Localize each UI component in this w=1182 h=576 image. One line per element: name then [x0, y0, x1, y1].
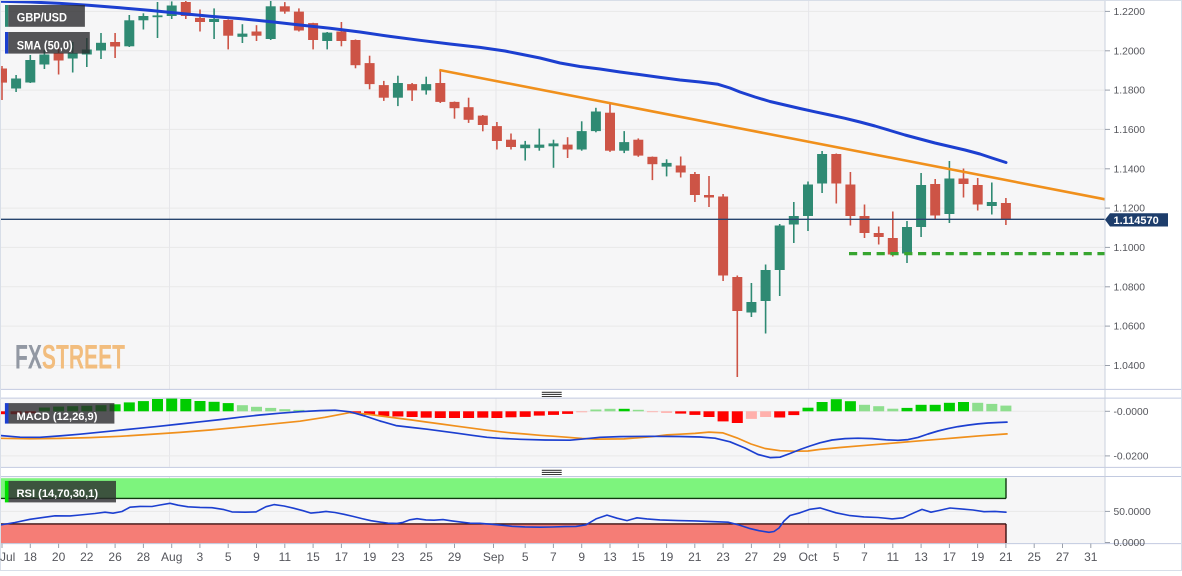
svg-text:27: 27	[1056, 550, 1070, 564]
svg-text:11: 11	[279, 550, 292, 564]
svg-text:0.0000: 0.0000	[1114, 538, 1146, 549]
svg-text:MACD (12,26,9): MACD (12,26,9)	[17, 411, 98, 423]
svg-text:Jul: Jul	[0, 550, 15, 564]
svg-text:19: 19	[363, 550, 377, 564]
svg-text:1.1200: 1.1200	[1114, 204, 1146, 215]
svg-text:23: 23	[716, 550, 730, 564]
svg-text:1.0600: 1.0600	[1114, 322, 1146, 333]
svg-text:19: 19	[971, 550, 985, 564]
svg-text:1.1400: 1.1400	[1114, 164, 1146, 175]
svg-text:1.0800: 1.0800	[1114, 282, 1146, 293]
svg-text:Sep: Sep	[483, 550, 505, 564]
svg-text:SMA (50,0): SMA (50,0)	[17, 40, 73, 52]
svg-text:1.1000: 1.1000	[1114, 243, 1146, 254]
svg-text:Oct: Oct	[799, 550, 818, 564]
svg-text:5: 5	[225, 550, 232, 564]
svg-text:-0.0000: -0.0000	[1114, 407, 1149, 418]
svg-text:25: 25	[1028, 550, 1042, 564]
svg-text:5: 5	[833, 550, 840, 564]
svg-text:13: 13	[914, 550, 928, 564]
svg-text:9: 9	[253, 550, 260, 564]
svg-text:25: 25	[420, 550, 434, 564]
svg-text:9: 9	[578, 550, 585, 564]
svg-text:FXSTREET: FXSTREET	[15, 337, 125, 375]
svg-text:13: 13	[603, 550, 617, 564]
svg-text:3: 3	[197, 550, 204, 564]
svg-text:-0.0200: -0.0200	[1114, 452, 1149, 463]
svg-text:1.2200: 1.2200	[1114, 7, 1146, 18]
svg-text:1.114570: 1.114570	[1114, 215, 1159, 227]
svg-text:7: 7	[861, 550, 868, 564]
svg-text:21: 21	[688, 550, 702, 564]
svg-text:23: 23	[391, 550, 405, 564]
svg-text:20: 20	[52, 550, 66, 564]
svg-text:11: 11	[887, 550, 900, 564]
svg-text:19: 19	[660, 550, 674, 564]
svg-text:15: 15	[306, 550, 320, 564]
svg-text:29: 29	[448, 550, 462, 564]
svg-text:RSI (14,70,30,1): RSI (14,70,30,1)	[17, 488, 99, 500]
svg-text:15: 15	[632, 550, 646, 564]
svg-text:18: 18	[24, 550, 38, 564]
svg-text:GBP/USD: GBP/USD	[17, 12, 67, 24]
svg-text:27: 27	[745, 550, 759, 564]
svg-text:50.0000: 50.0000	[1114, 507, 1151, 518]
svg-text:21: 21	[999, 550, 1013, 564]
svg-text:17: 17	[943, 550, 957, 564]
svg-text:5: 5	[522, 550, 529, 564]
svg-text:22: 22	[80, 550, 94, 564]
svg-text:29: 29	[773, 550, 787, 564]
svg-text:28: 28	[137, 550, 151, 564]
svg-text:26: 26	[108, 550, 122, 564]
svg-text:31: 31	[1084, 550, 1098, 564]
svg-text:Aug: Aug	[161, 550, 182, 564]
svg-text:1.2000: 1.2000	[1114, 46, 1146, 57]
svg-text:17: 17	[335, 550, 349, 564]
svg-text:1.1600: 1.1600	[1114, 125, 1146, 136]
svg-text:7: 7	[550, 550, 557, 564]
svg-text:1.1800: 1.1800	[1114, 86, 1146, 97]
svg-text:1.0400: 1.0400	[1114, 361, 1146, 372]
